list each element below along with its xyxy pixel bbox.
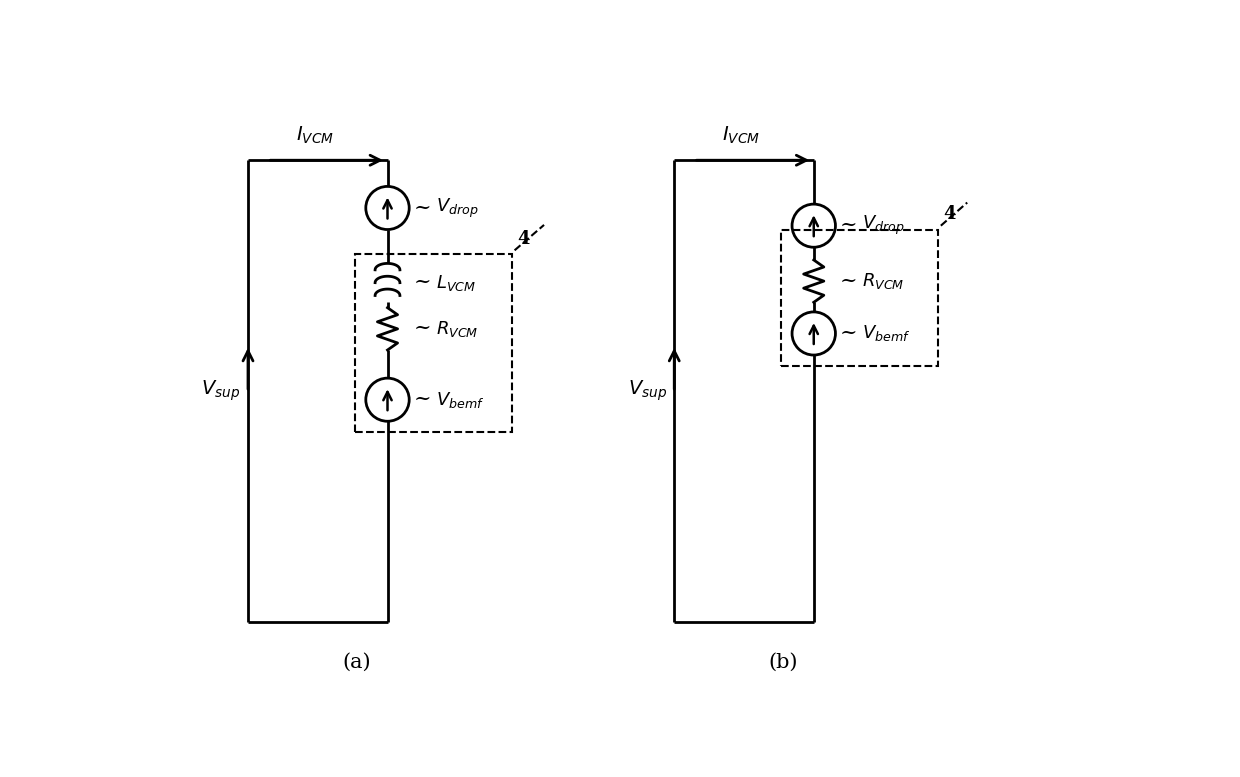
Text: $V_{drop}$: $V_{drop}$	[435, 197, 479, 220]
Text: ~: ~	[841, 272, 858, 291]
Text: $V_{sup}$: $V_{sup}$	[627, 379, 667, 403]
Text: $V_{bemf}$: $V_{bemf}$	[862, 323, 910, 343]
Text: (b): (b)	[768, 653, 797, 672]
Text: ~: ~	[841, 324, 858, 343]
Text: $R_{VCM}$: $R_{VCM}$	[862, 271, 904, 291]
Text: ~: ~	[414, 198, 432, 218]
Text: (a): (a)	[342, 653, 371, 672]
Text: ~: ~	[841, 216, 858, 235]
Text: $I_{VCM}$: $I_{VCM}$	[296, 125, 334, 146]
Text: ~: ~	[414, 319, 432, 338]
Text: $R_{VCM}$: $R_{VCM}$	[435, 319, 479, 339]
Text: 4: 4	[517, 230, 529, 248]
Text: $V_{bemf}$: $V_{bemf}$	[435, 390, 484, 409]
Text: ~: ~	[414, 390, 432, 409]
Text: 4: 4	[944, 205, 956, 223]
Text: $L_{VCM}$: $L_{VCM}$	[435, 273, 476, 293]
Text: $V_{drop}$: $V_{drop}$	[862, 214, 904, 237]
Text: ~: ~	[414, 274, 432, 292]
Text: $V_{sup}$: $V_{sup}$	[201, 379, 241, 403]
Text: $I_{VCM}$: $I_{VCM}$	[722, 125, 760, 146]
